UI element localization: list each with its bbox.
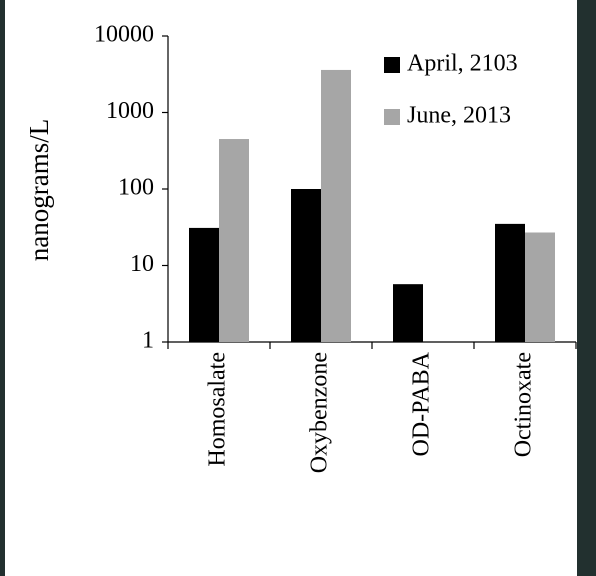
bar — [189, 227, 219, 342]
bar — [321, 69, 351, 342]
y-tick-label: 100 — [118, 175, 154, 201]
y-tick-label: 10 — [130, 251, 154, 277]
y-tick-label: 10000 — [94, 22, 154, 48]
bar — [219, 139, 249, 342]
bar — [291, 189, 321, 342]
legend-label: April, 2103 — [407, 51, 518, 77]
bar — [393, 284, 423, 342]
legend-swatch — [384, 57, 400, 73]
bar — [525, 232, 555, 342]
bar — [495, 223, 525, 342]
x-tick-label: Homosalate — [205, 352, 231, 467]
legend-label: June, 2013 — [407, 103, 511, 129]
y-tick-label: 1 — [142, 328, 154, 354]
y-tick-label: 1000 — [106, 98, 154, 124]
legend-swatch — [384, 109, 400, 125]
x-tick-label: Octinoxate — [511, 352, 537, 457]
x-tick-label: OD-PABA — [409, 351, 435, 456]
x-tick-label: Oxybenzone — [307, 352, 333, 473]
y-axis-label: nanograms/L — [24, 119, 54, 261]
